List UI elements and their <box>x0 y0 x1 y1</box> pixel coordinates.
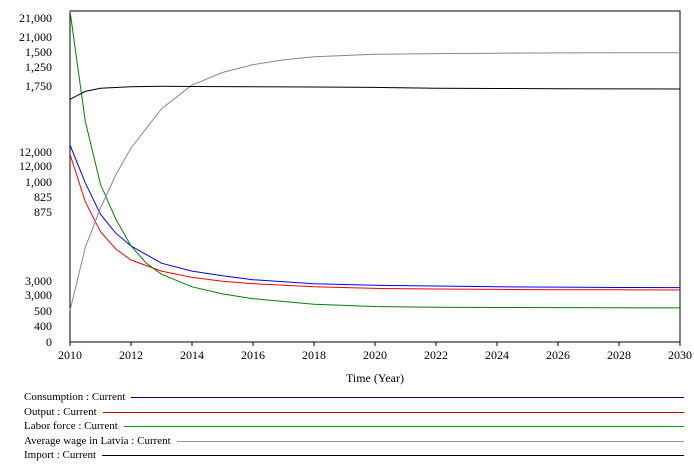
legend-item: Consumption : Current <box>24 390 684 405</box>
y-tick-label: 3,000 <box>25 288 52 302</box>
x-tick-label: 2010 <box>58 348 82 362</box>
y-tick-label: 1,000 <box>25 175 52 189</box>
x-tick-label: 2020 <box>363 348 387 362</box>
x-tick-label: 2012 <box>119 348 143 362</box>
x-tick-label: 2018 <box>302 348 326 362</box>
series-line-2 <box>69 154 681 291</box>
x-tick-label: 2028 <box>607 348 631 362</box>
legend-label: Consumption : Current <box>24 391 126 404</box>
legend-label: Labor force : Current <box>24 420 118 433</box>
legend-label: Average wage in Latvia : Current <box>24 434 171 447</box>
y-tick-label: 21,000 <box>19 30 52 44</box>
legend-swatch-line <box>176 440 684 442</box>
x-tick-label: 2014 <box>180 348 204 362</box>
x-tick-label: 2016 <box>241 348 265 362</box>
y-tick-label: 12,000 <box>19 145 52 159</box>
legend-swatch-line <box>102 455 684 457</box>
x-axis-tick-labels: 2010 2012 2014 2016 2018 2020 2022 2024 2026 2028… <box>58 342 692 362</box>
x-tick-label: 2022 <box>424 348 448 362</box>
series-line-3 <box>69 10 681 309</box>
legend-item: Average wage in Latvia : Current <box>24 434 684 449</box>
plot-border <box>69 10 681 343</box>
y-axis-tick-labels: 21,00021,0001,5001,2501,75012,00012,0001… <box>19 11 52 349</box>
x-tick-label: 2026 <box>546 348 570 362</box>
plot-area <box>69 10 681 343</box>
legend-swatch-line <box>102 411 684 413</box>
y-tick-label: 21,000 <box>19 11 52 25</box>
y-tick-label: 875 <box>34 205 52 219</box>
y-tick-label: 825 <box>34 190 52 204</box>
legend-item: Output : Current <box>24 405 684 420</box>
legend-swatch-line <box>131 397 684 399</box>
series-line-5 <box>69 85 681 100</box>
y-tick-label: 1,750 <box>25 79 52 93</box>
y-tick-label: 3,000 <box>25 274 52 288</box>
legend-label: Import : Current <box>24 449 97 462</box>
x-tick-label: 2024 <box>485 348 509 362</box>
line-chart: 21,00021,0001,5001,2501,75012,00012,0001… <box>19 10 692 385</box>
x-tick-label: 2030 <box>668 348 692 362</box>
legend-swatch-line <box>123 426 684 428</box>
legend-label: Output : Current <box>24 405 97 418</box>
y-tick-label: 1,500 <box>25 45 52 59</box>
y-tick-label: 500 <box>34 304 52 318</box>
x-axis-title: Time (Year) <box>346 371 404 385</box>
y-tick-label: 1,250 <box>25 60 52 74</box>
y-tick-label: 12,000 <box>19 159 52 173</box>
y-tick-label: 0 <box>46 335 52 349</box>
series-line-1 <box>69 144 681 289</box>
legend-item: Labor force : Current <box>24 419 684 434</box>
legend: Consumption : Current Output : Current Lab… <box>24 390 684 463</box>
series-line-4 <box>69 52 680 311</box>
series-lines <box>69 10 681 311</box>
legend-item: Import : Current <box>24 448 684 463</box>
y-tick-label: 400 <box>34 319 52 333</box>
